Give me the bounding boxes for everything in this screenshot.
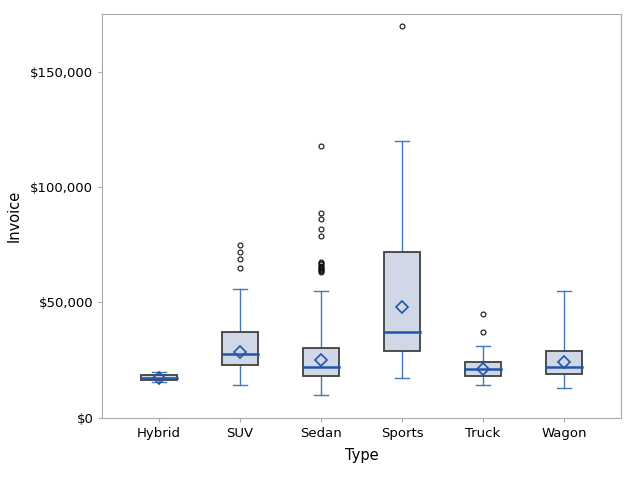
Bar xyxy=(222,332,259,365)
Bar xyxy=(465,362,501,376)
Bar xyxy=(384,252,420,351)
Bar xyxy=(546,351,582,374)
Bar xyxy=(141,375,177,380)
Y-axis label: Invoice: Invoice xyxy=(7,190,22,242)
X-axis label: Type: Type xyxy=(345,448,378,463)
Bar xyxy=(303,348,339,376)
